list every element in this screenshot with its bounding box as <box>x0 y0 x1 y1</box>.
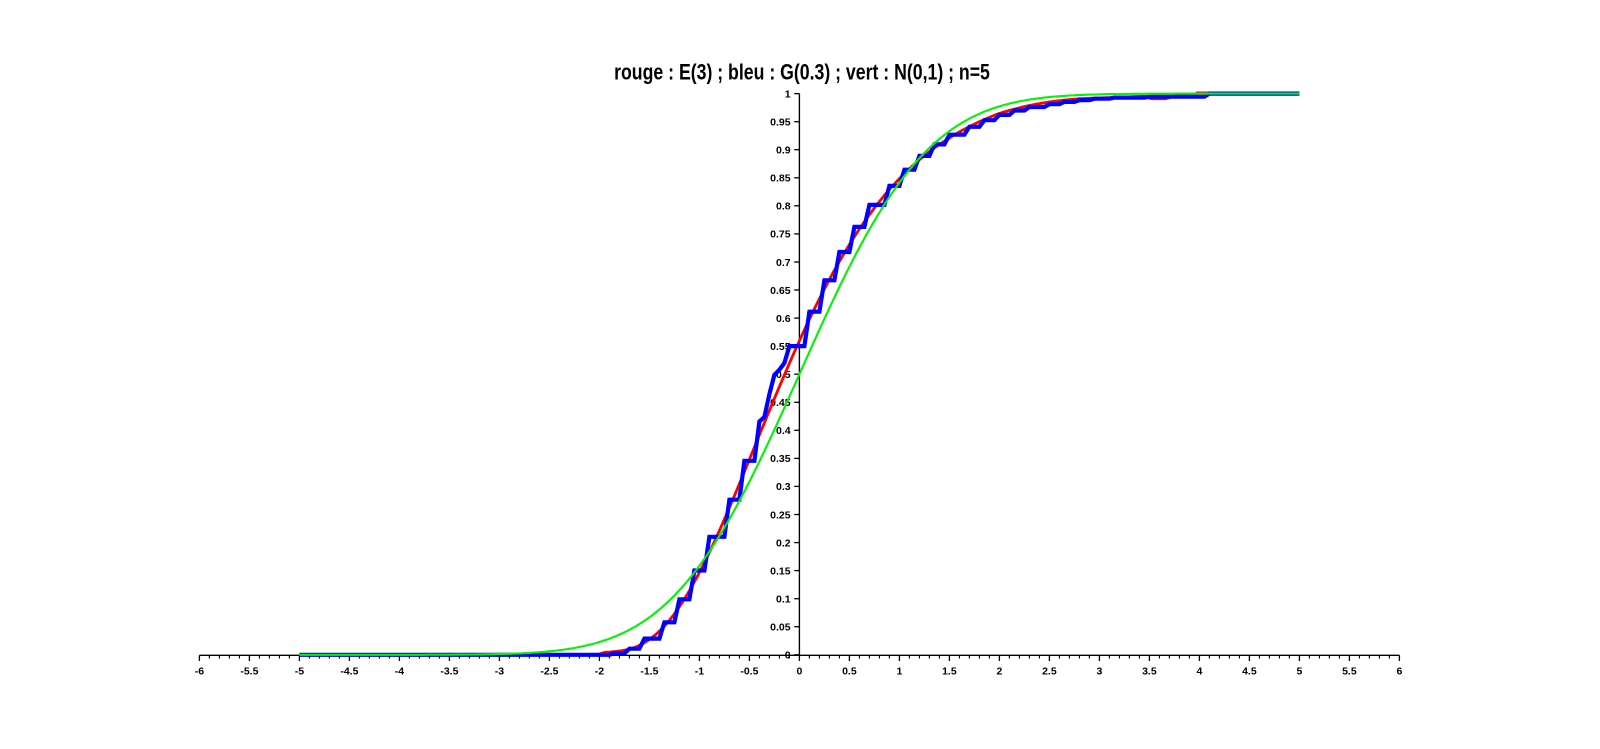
svg-text:rouge : E(3) ; bleu : G(0.3) ;: rouge : E(3) ; bleu : G(0.3) ; vert : N(… <box>614 61 990 85</box>
svg-text:-1.5: -1.5 <box>640 666 658 678</box>
svg-text:4: 4 <box>1196 666 1202 678</box>
svg-text:6: 6 <box>1396 666 1402 678</box>
svg-text:5: 5 <box>1296 666 1302 678</box>
svg-text:0: 0 <box>785 650 791 662</box>
svg-text:0.4: 0.4 <box>776 425 791 437</box>
svg-text:-4.5: -4.5 <box>340 666 358 678</box>
svg-text:0.35: 0.35 <box>770 453 791 465</box>
svg-text:0.6: 0.6 <box>776 313 791 325</box>
svg-text:0.7: 0.7 <box>776 257 791 269</box>
svg-text:0.8: 0.8 <box>776 201 791 213</box>
svg-text:0.05: 0.05 <box>770 622 791 634</box>
svg-text:3: 3 <box>1096 666 1102 678</box>
svg-text:3.5: 3.5 <box>1142 666 1157 678</box>
svg-text:-6: -6 <box>195 666 204 678</box>
svg-text:0.85: 0.85 <box>770 173 791 185</box>
svg-text:-4: -4 <box>395 666 404 678</box>
svg-text:1: 1 <box>896 666 902 678</box>
svg-text:-2: -2 <box>595 666 604 678</box>
svg-text:0.55: 0.55 <box>770 341 791 353</box>
svg-text:0.15: 0.15 <box>770 565 791 577</box>
svg-text:0.75: 0.75 <box>770 229 791 241</box>
svg-text:-0.5: -0.5 <box>740 666 758 678</box>
svg-text:2: 2 <box>996 666 1002 678</box>
svg-text:0.65: 0.65 <box>770 285 791 297</box>
svg-text:-5.5: -5.5 <box>240 666 258 678</box>
svg-text:1.5: 1.5 <box>942 666 957 678</box>
svg-text:0.25: 0.25 <box>770 509 791 521</box>
svg-text:0.9: 0.9 <box>776 145 791 157</box>
svg-text:0.5: 0.5 <box>842 666 857 678</box>
svg-text:0.3: 0.3 <box>776 481 791 493</box>
svg-text:1: 1 <box>785 88 791 100</box>
svg-text:-1: -1 <box>695 666 704 678</box>
svg-text:0.95: 0.95 <box>770 117 791 129</box>
svg-text:0.1: 0.1 <box>776 594 791 606</box>
svg-text:4.5: 4.5 <box>1242 666 1257 678</box>
svg-text:-2.5: -2.5 <box>540 666 558 678</box>
svg-text:-3: -3 <box>495 666 504 678</box>
svg-text:2.5: 2.5 <box>1042 666 1057 678</box>
svg-text:5.5: 5.5 <box>1342 666 1357 678</box>
svg-text:0: 0 <box>796 666 802 678</box>
svg-text:0.2: 0.2 <box>776 537 791 549</box>
svg-text:-3.5: -3.5 <box>440 666 458 678</box>
svg-text:-5: -5 <box>295 666 304 678</box>
